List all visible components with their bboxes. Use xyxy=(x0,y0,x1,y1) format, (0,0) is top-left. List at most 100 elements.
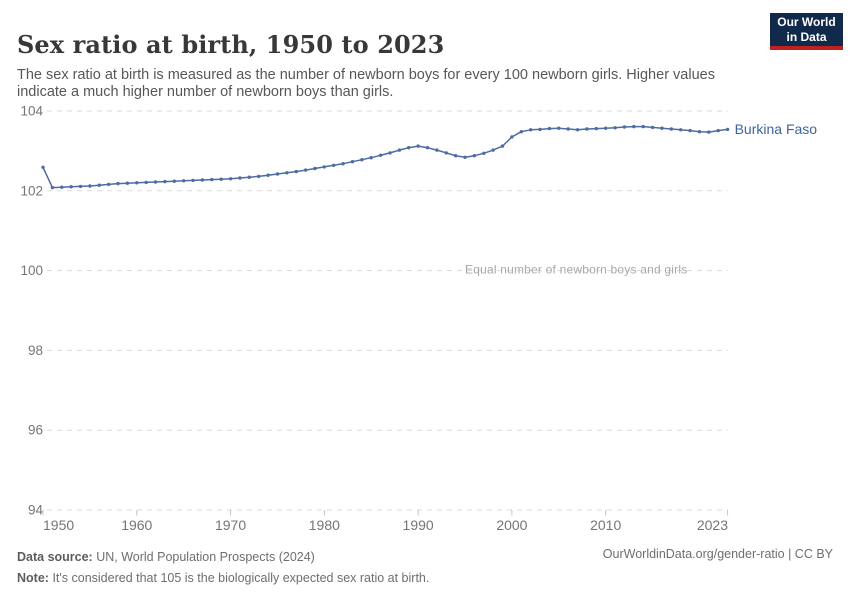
y-tick-label-104: 104 xyxy=(20,104,43,119)
data-point-1970[interactable] xyxy=(228,177,233,181)
note-label: Note: xyxy=(17,571,49,585)
owid-logo-line2: in Data xyxy=(786,29,827,44)
data-point-2022[interactable] xyxy=(716,128,720,133)
data-point-1955[interactable] xyxy=(88,184,92,188)
data-point-1985[interactable] xyxy=(369,156,373,160)
data-point-2009[interactable] xyxy=(594,126,598,131)
data-point-1961[interactable] xyxy=(144,180,148,185)
data-point-1969[interactable] xyxy=(219,177,223,181)
data-point-1958[interactable] xyxy=(116,181,120,186)
data-point-2019[interactable] xyxy=(688,128,692,133)
data-point-1992[interactable] xyxy=(435,148,439,152)
data-point-1960[interactable] xyxy=(135,181,139,185)
y-tick-label-98: 98 xyxy=(28,343,43,358)
data-point-1962[interactable] xyxy=(153,180,158,184)
data-point-1993[interactable] xyxy=(444,151,448,155)
data-point-1986[interactable] xyxy=(378,153,383,157)
data-point-1981[interactable] xyxy=(332,163,336,167)
data-point-1968[interactable] xyxy=(210,177,214,182)
data-point-1990[interactable] xyxy=(416,144,420,148)
data-source-value: UN, World Population Prospects (2024) xyxy=(96,550,315,564)
data-point-2018[interactable] xyxy=(679,128,683,132)
data-point-2008[interactable] xyxy=(585,127,589,131)
data-point-1984[interactable] xyxy=(360,158,364,162)
x-tick-label-1980: 1980 xyxy=(309,517,340,533)
data-point-1959[interactable] xyxy=(125,181,130,185)
data-point-1963[interactable] xyxy=(163,179,167,184)
series-line-burkina-faso[interactable] xyxy=(42,125,728,189)
page-title: Sex ratio at birth, 1950 to 2023 xyxy=(17,30,445,60)
data-point-2014[interactable] xyxy=(641,124,645,129)
data-point-1982[interactable] xyxy=(341,162,345,166)
data-point-2016[interactable] xyxy=(660,126,664,130)
data-point-2012[interactable] xyxy=(622,125,627,129)
data-point-1957[interactable] xyxy=(106,182,111,187)
data-point-1999[interactable] xyxy=(500,144,505,148)
data-point-2020[interactable] xyxy=(697,130,702,134)
data-point-1983[interactable] xyxy=(350,160,355,164)
data-source-line[interactable]: Data source: UN, World Population Prospe… xyxy=(17,547,577,568)
data-point-1994[interactable] xyxy=(453,154,458,158)
data-point-1967[interactable] xyxy=(200,178,205,182)
data-point-2007[interactable] xyxy=(575,128,580,132)
data-point-1988[interactable] xyxy=(397,148,402,152)
data-point-1987[interactable] xyxy=(388,151,392,155)
data-point-2001[interactable] xyxy=(519,130,523,134)
footer-link[interactable]: OurWorldinData.org/gender-ratio | CC BY xyxy=(602,547,833,561)
data-point-2002[interactable] xyxy=(529,128,533,132)
data-point-1954[interactable] xyxy=(78,184,83,189)
x-tick-label-1970: 1970 xyxy=(215,517,246,533)
data-point-1976[interactable] xyxy=(285,171,289,175)
data-point-1989[interactable] xyxy=(407,146,411,150)
x-tick-label-1950: 1950 xyxy=(43,517,74,533)
data-point-1996[interactable] xyxy=(472,154,477,158)
data-point-2006[interactable] xyxy=(566,127,570,131)
data-point-2011[interactable] xyxy=(613,126,617,130)
owid-logo[interactable]: Our World in Data xyxy=(770,13,843,50)
data-point-1972[interactable] xyxy=(247,175,251,179)
data-point-1964[interactable] xyxy=(172,179,176,183)
data-point-1973[interactable] xyxy=(257,174,261,179)
data-point-1956[interactable] xyxy=(97,183,102,187)
data-point-1966[interactable] xyxy=(191,178,195,183)
data-point-1978[interactable] xyxy=(303,168,308,172)
data-point-1975[interactable] xyxy=(275,172,280,176)
data-point-1971[interactable] xyxy=(238,176,242,180)
data-point-2003[interactable] xyxy=(538,127,542,132)
x-tick-label-2000: 2000 xyxy=(496,517,527,533)
note-line: Note: It's considered that 105 is the bi… xyxy=(17,568,577,589)
data-point-1953[interactable] xyxy=(69,185,73,189)
data-point-1952[interactable] xyxy=(60,185,64,189)
entity-label: Burkina Faso xyxy=(735,121,818,137)
data-point-1995[interactable] xyxy=(463,155,467,159)
data-point-1991[interactable] xyxy=(425,146,430,150)
data-source-label: Data source: xyxy=(17,550,93,564)
x-tick-label-2023: 2023 xyxy=(697,517,728,533)
data-point-2021[interactable] xyxy=(707,130,711,134)
data-point-2013[interactable] xyxy=(632,124,636,129)
data-point-1950[interactable] xyxy=(41,165,45,169)
data-point-1979[interactable] xyxy=(313,166,317,171)
data-point-1977[interactable] xyxy=(294,169,298,174)
note-value: It's considered that 105 is the biologic… xyxy=(52,571,430,585)
data-point-2004[interactable] xyxy=(547,126,552,131)
data-point-1997[interactable] xyxy=(482,151,486,155)
x-tick-label-2010: 2010 xyxy=(590,517,621,533)
equal-ratio-annotation: Equal number of newborn boys and girls xyxy=(465,263,687,277)
data-point-2017[interactable] xyxy=(669,127,673,131)
data-point-2010[interactable] xyxy=(604,126,608,130)
data-point-2015[interactable] xyxy=(650,125,655,130)
data-point-1998[interactable] xyxy=(491,148,495,152)
data-point-1951[interactable] xyxy=(50,185,55,190)
data-point-2000[interactable] xyxy=(510,135,514,139)
y-tick-label-96: 96 xyxy=(28,423,43,438)
data-point-2005[interactable] xyxy=(557,126,561,130)
data-point-1965[interactable] xyxy=(182,179,186,183)
data-point-1974[interactable] xyxy=(266,173,270,177)
data-point-1980[interactable] xyxy=(322,165,326,169)
data-point-2023[interactable] xyxy=(725,127,730,132)
y-tick-label-94: 94 xyxy=(28,503,44,518)
chart-subtitle: The sex ratio at birth is measured as th… xyxy=(17,66,715,101)
